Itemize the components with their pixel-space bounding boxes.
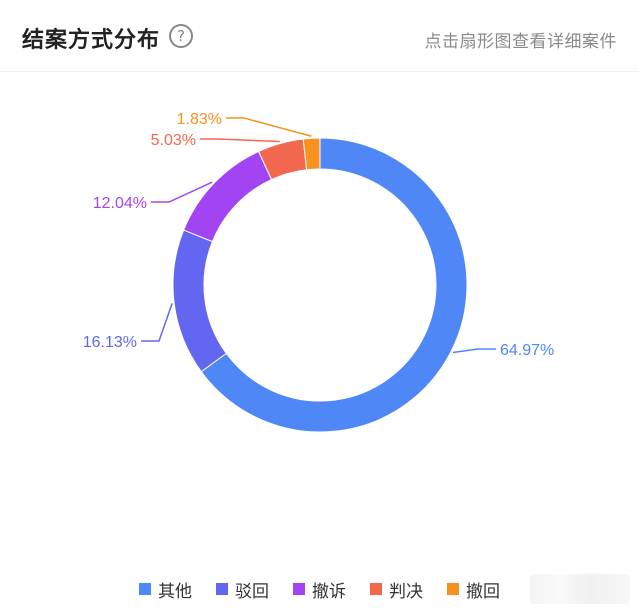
- legend-swatch: [447, 583, 459, 595]
- data-label-5: 1.83%: [177, 111, 222, 128]
- leader-line-1: [452, 348, 496, 354]
- pie-slice-5[interactable]: [302, 137, 321, 171]
- legend-label: 其他: [158, 581, 192, 602]
- legend-item-3[interactable]: 撤诉: [293, 578, 346, 602]
- leader-line-4: [200, 138, 280, 143]
- legend-label: 判决: [389, 581, 423, 602]
- legend-item-1[interactable]: 其他: [139, 578, 192, 602]
- legend-label: 驳回: [235, 581, 269, 602]
- legend-item-5[interactable]: 撤回: [447, 578, 500, 602]
- leader-line-5: [226, 117, 312, 137]
- pie-slice-3[interactable]: [183, 150, 273, 243]
- legend-swatch: [139, 583, 151, 595]
- card-title: 结案方式分布: [22, 28, 161, 53]
- data-label-4: 5.03%: [151, 132, 196, 149]
- chart-legend: 其他 驳回 撤诉 判决 撤回: [0, 578, 639, 602]
- legend-label: 撤诉: [312, 581, 346, 602]
- legend-swatch: [293, 583, 305, 595]
- hint-text: 点击扇形图查看详细案件: [424, 32, 617, 52]
- legend-swatch: [216, 583, 228, 595]
- donut-chart[interactable]: 64.97% 16.13% 12.04% 5.03% 1.83%: [0, 73, 639, 573]
- pie-slice-1[interactable]: [200, 137, 468, 433]
- legend-item-2[interactable]: 驳回: [216, 578, 269, 602]
- pie-slice-2[interactable]: [172, 229, 227, 373]
- leader-line-2: [141, 303, 173, 342]
- watermark-blur: [530, 574, 630, 604]
- legend-item-4[interactable]: 判决: [370, 578, 423, 602]
- leader-line-3: [151, 181, 213, 203]
- data-label-3: 12.04%: [93, 195, 147, 212]
- legend-label: 撤回: [466, 581, 500, 602]
- data-label-1: 64.97%: [500, 342, 554, 359]
- help-icon[interactable]: ?: [169, 24, 193, 48]
- legend-swatch: [370, 583, 382, 595]
- data-label-2: 16.13%: [83, 334, 137, 351]
- card-header: 结案方式分布 ? 点击扇形图查看详细案件: [0, 0, 639, 72]
